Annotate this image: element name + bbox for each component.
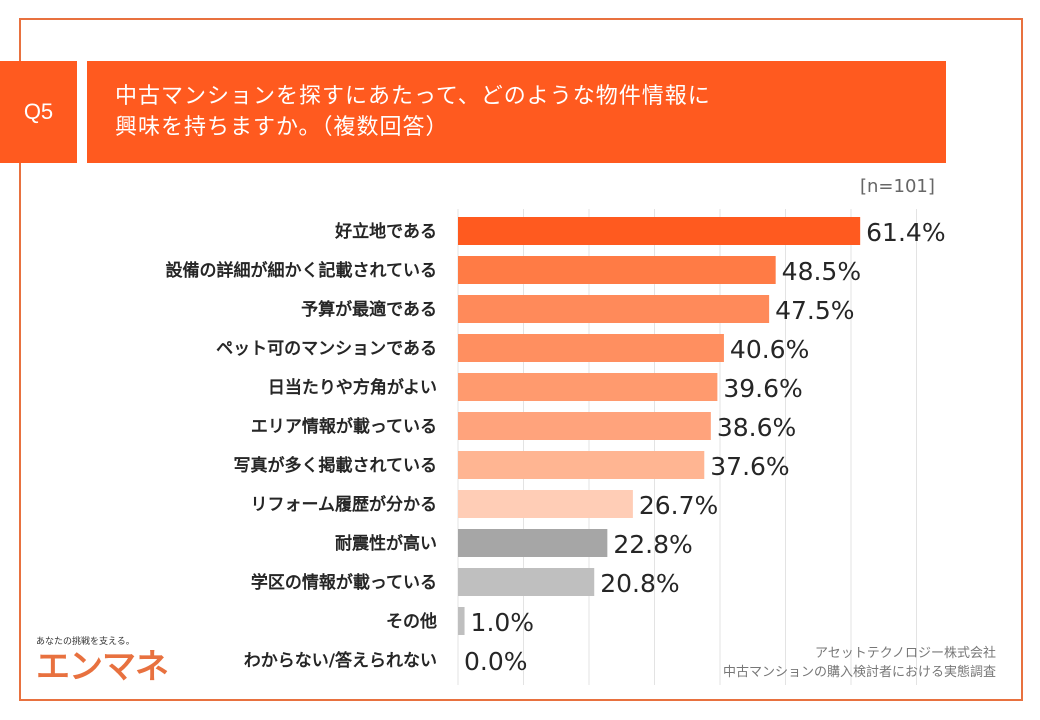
logo-tagline: あなたの挑戦を支える。 [36,637,135,647]
question-title: 中古マンションを探すにあたって、どのような物件情報に 興味を持ちますか。（複数回… [87,61,946,163]
category-label: わからない/答えられない [244,650,437,671]
value-label: 22.8% [613,530,692,559]
category-label: 写真が多く掲載されている [234,455,438,476]
value-label: 47.5% [775,296,854,325]
logo-name: エンマネ [36,647,169,687]
sample-size: [n=101] [860,176,935,197]
category-label: その他 [386,611,437,632]
bar [458,568,595,596]
source: アセットテクノロジー株式会社 中古マンションの購入検討者における実態調査 [723,644,996,682]
value-label: 26.7% [639,491,718,520]
category-label: 予算が最適である [301,299,437,320]
question-number: Q5 [0,61,77,163]
title-line-1: 中古マンションを探すにあたって、どのような物件情報に [115,84,711,109]
bar [458,529,608,557]
bar [458,490,633,518]
logo: あなたの挑戦を支える。 エンマネ [36,634,169,687]
category-label: 設備の詳細が細かく記載されている [166,260,438,281]
bar [458,334,724,362]
category-label: エリア情報が載っている [251,416,437,437]
value-label: 37.6% [710,452,789,481]
value-label: 38.6% [717,413,796,442]
bar [458,373,718,401]
category-label: 好立地である [334,221,437,242]
category-label: リフォーム履歴が分かる [251,494,438,515]
value-label: 1.0% [471,608,535,637]
bar [458,256,776,284]
value-label: 48.5% [782,257,861,286]
source-survey: 中古マンションの購入検討者における実態調査 [722,665,996,680]
value-label: 40.6% [730,335,809,364]
value-label: 0.0% [464,647,528,676]
value-label: 61.4% [866,218,945,247]
category-label: 耐震性が高い [335,533,437,554]
bar [458,295,770,323]
bar [458,607,465,635]
title-line-2: 興味を持ちますか。（複数回答） [115,115,449,140]
category-label: 日当たりや方角がよい [268,377,437,398]
value-label: 20.8% [600,569,679,598]
value-label: 39.6% [723,374,802,403]
source-company: アセットテクノロジー株式会社 [815,646,996,661]
category-label: ペット可のマンションである [216,339,437,359]
category-label: 学区の情報が載っている [251,572,437,593]
frame [19,18,1023,701]
bar [458,412,711,440]
bar [458,451,705,479]
bar [458,217,861,245]
